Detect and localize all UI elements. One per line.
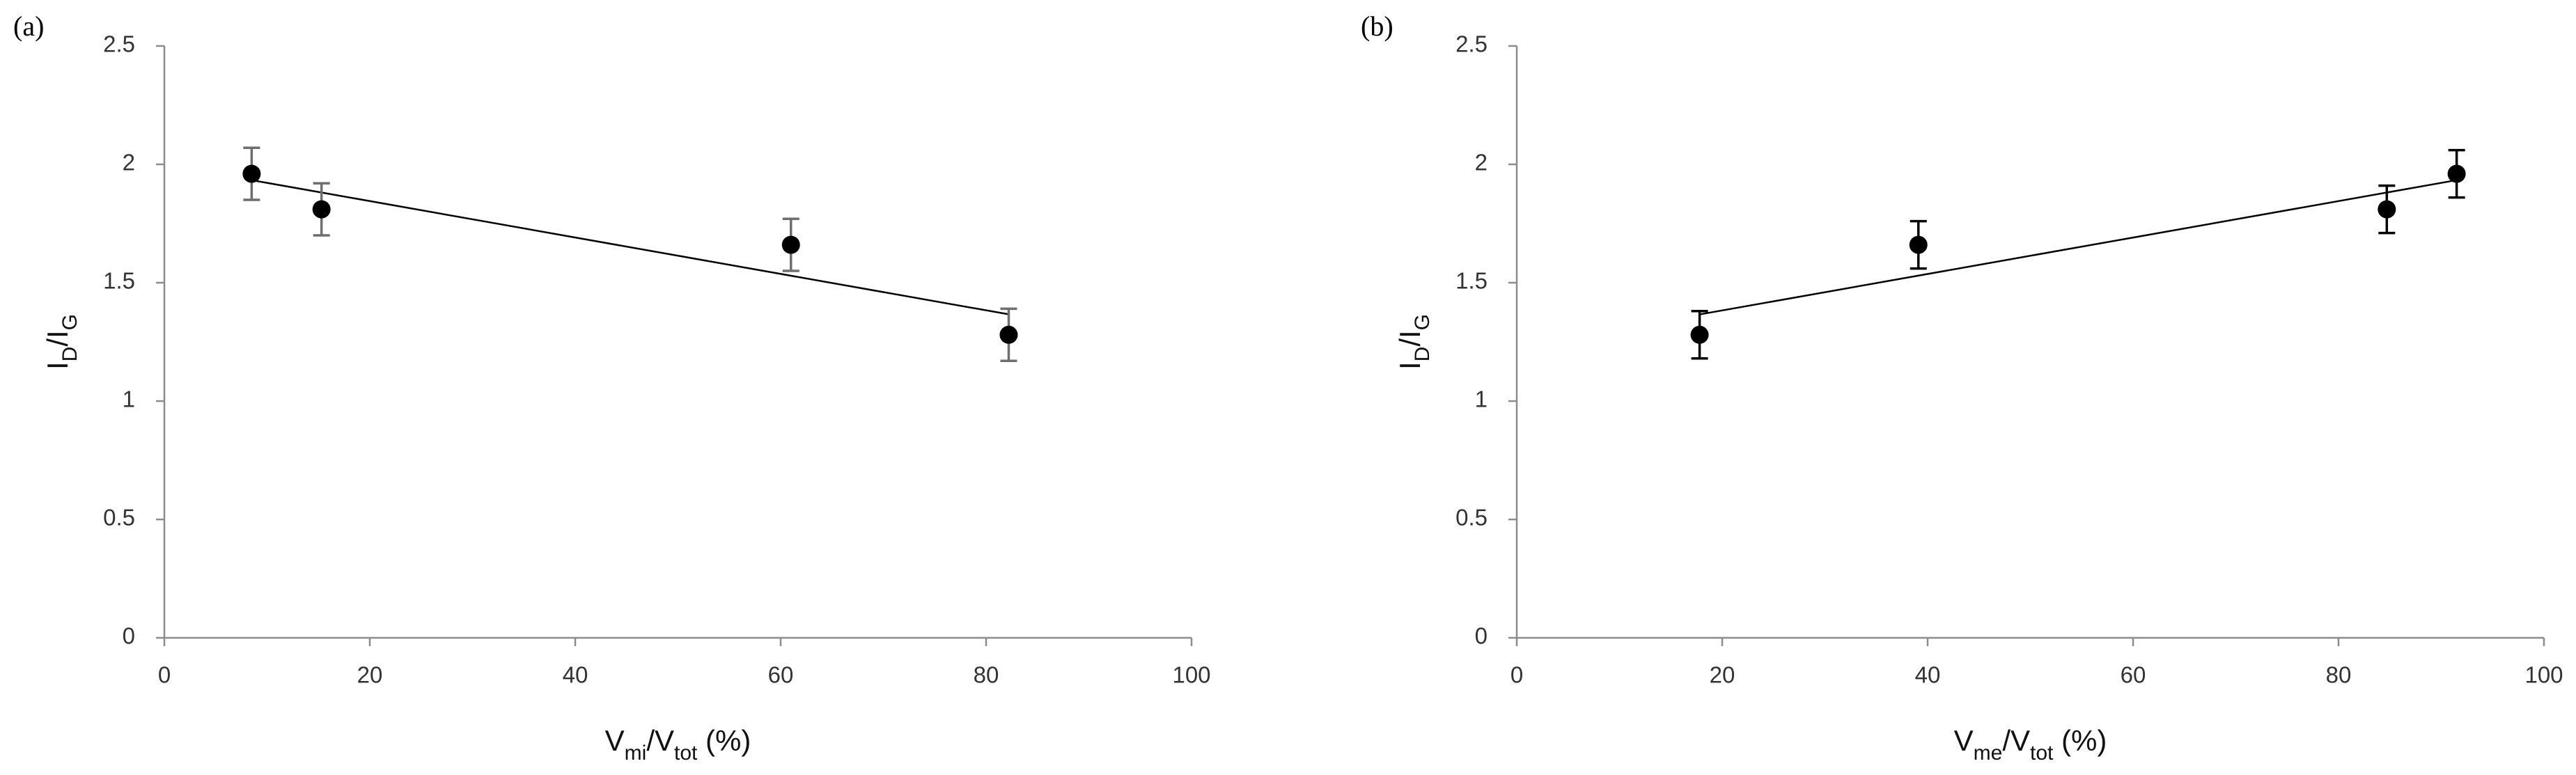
trendline xyxy=(1699,179,2457,315)
y-tick-label: 2 xyxy=(123,150,135,175)
point xyxy=(312,200,331,219)
label-part: /I xyxy=(1394,330,1426,346)
x-tick-label: 20 xyxy=(1710,662,1735,688)
subscript: tot xyxy=(2030,742,2054,765)
subscript: mi xyxy=(625,742,647,765)
y-tick-label: 0.5 xyxy=(1455,505,1488,531)
subscript: D xyxy=(58,347,81,362)
point xyxy=(1909,235,1928,254)
subscript: G xyxy=(1411,314,1434,330)
label-part: (%) xyxy=(697,724,751,757)
y-tick-label: 0 xyxy=(123,623,135,649)
y-tick-label: 2.5 xyxy=(103,31,135,57)
y-tick-label: 0.5 xyxy=(103,505,135,531)
label-part: V xyxy=(605,724,625,757)
y-tick-label: 1.5 xyxy=(1455,268,1488,294)
y-tick-label: 2 xyxy=(1475,150,1488,175)
point xyxy=(2378,200,2396,219)
panel-label: (a) xyxy=(13,10,44,42)
axis-label: ID/IG xyxy=(1394,314,1434,370)
subscript: G xyxy=(58,314,81,330)
panel-label: (b) xyxy=(1361,10,1394,42)
label-part: (%) xyxy=(2053,724,2107,757)
y-tick-label: 0 xyxy=(1475,623,1488,649)
x-tick-label: 0 xyxy=(158,662,171,688)
x-tick-label: 60 xyxy=(2121,662,2146,688)
chart: (b) 0 0.5 1 1.5 2 2.5 0 20 40 60 80 100 Vme/Vtot (%) I… xyxy=(1361,10,2563,765)
label-part: /V xyxy=(646,724,674,757)
subscript: D xyxy=(1411,347,1434,362)
subscript: me xyxy=(1974,742,2003,765)
axis-label: Vme/Vtot (%) xyxy=(1954,724,2107,765)
x-tick-label: 100 xyxy=(1172,662,1210,688)
label-part: /I xyxy=(41,330,74,346)
x-tick-label: 80 xyxy=(2326,662,2352,688)
label-part: V xyxy=(1954,724,1974,757)
point xyxy=(999,325,1018,344)
y-tick-label: 1.5 xyxy=(103,268,135,294)
chart: (a) 0 0.5 1 1.5 2 2.5 0 20 40 60 80 100 Vmi/Vtot (%) I… xyxy=(13,10,1211,765)
trendline xyxy=(251,179,1009,315)
point xyxy=(2447,164,2466,183)
label-part: /V xyxy=(2002,724,2030,757)
axis-label: ID/IG xyxy=(41,314,81,370)
x-tick-label: 40 xyxy=(1915,662,1941,688)
y-tick-label: 1 xyxy=(1475,386,1488,412)
point xyxy=(781,235,800,254)
point xyxy=(1690,325,1709,344)
x-tick-label: 60 xyxy=(768,662,794,688)
x-tick-label: 40 xyxy=(563,662,588,688)
point xyxy=(242,164,261,183)
label-part: I xyxy=(41,361,74,370)
subscript: tot xyxy=(674,742,698,765)
y-tick-label: 1 xyxy=(123,386,135,412)
y-tick-label: 2.5 xyxy=(1455,31,1488,57)
x-tick-label: 80 xyxy=(974,662,999,688)
label-part: I xyxy=(1394,361,1426,370)
x-tick-label: 100 xyxy=(2524,662,2563,688)
axis-label: Vmi/Vtot (%) xyxy=(605,724,751,765)
x-tick-label: 0 xyxy=(1511,662,1523,688)
x-tick-label: 20 xyxy=(357,662,383,688)
